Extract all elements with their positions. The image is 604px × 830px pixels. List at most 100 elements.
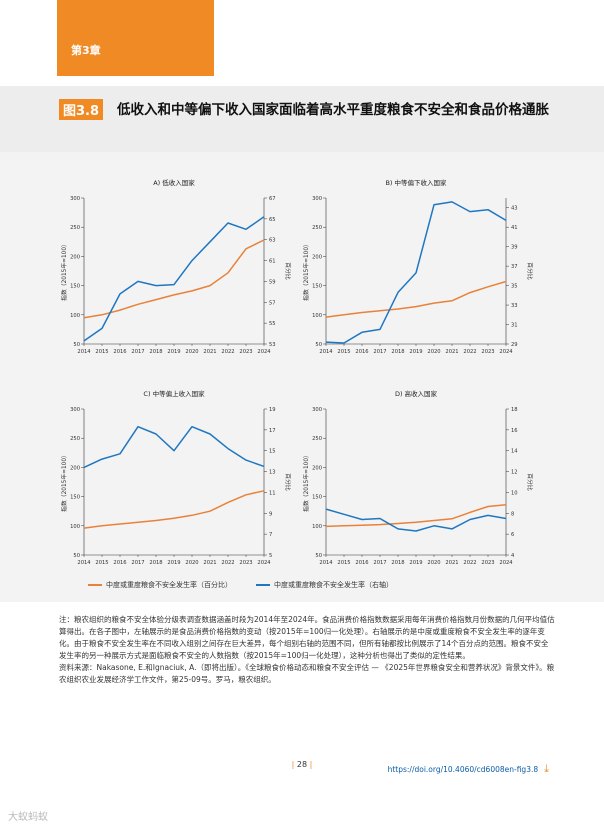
x-tick-label: 2021 xyxy=(445,349,458,355)
doi-text[interactable]: https://doi.org/10.4060/cd6008en-fig3.8 xyxy=(387,764,539,774)
y-tick-label-right: 53 xyxy=(269,342,276,348)
legend-item-orange: 中度或重度粮食不安全发生率（百分比） xyxy=(88,580,232,590)
x-tick-label: 2014 xyxy=(77,349,91,355)
x-tick-label: 2014 xyxy=(319,349,333,355)
y-tick-label-right: 11 xyxy=(269,490,276,496)
y-tick-label-left: 150 xyxy=(312,284,322,290)
y-tick-label-left: 300 xyxy=(70,407,80,413)
x-tick-label: 2021 xyxy=(203,349,216,355)
page-number: | 28 | xyxy=(291,760,313,769)
x-tick-label: 2019 xyxy=(167,560,180,566)
y-tick-label-left: 200 xyxy=(312,254,322,260)
x-tick-label: 2018 xyxy=(149,560,162,566)
y-tick-label-right: 19 xyxy=(269,407,276,413)
chart-panel-background xyxy=(0,152,604,602)
y-tick-label-right: 17 xyxy=(269,428,276,434)
download-icon[interactable]: ⤓ xyxy=(544,762,549,775)
x-tick-label: 2022 xyxy=(463,560,476,566)
y-tick-label-right: 35 xyxy=(511,284,518,290)
food-price-index-line xyxy=(325,280,507,318)
y-tick-label-left: 50 xyxy=(315,553,322,559)
x-tick-label: 2020 xyxy=(185,560,198,566)
food-insecurity-line xyxy=(83,425,265,469)
x-tick-label: 2019 xyxy=(409,349,422,355)
chart-lower-middle-income: B) 中等偏下收入国家 50 100 150 200 250 300 29 31 33 35 37 39… xyxy=(302,178,534,355)
y-tick-label-left: 250 xyxy=(70,225,80,231)
y-axis-label-right: 百分比 xyxy=(526,262,534,280)
chart-low-income: A) 低收入国家 50 100 150 200 250 300 53 55 57 59 61 63 65 6… xyxy=(60,178,292,355)
y-tick-label-left: 100 xyxy=(312,524,322,530)
y-tick-label-right: 8 xyxy=(511,511,514,517)
x-tick-label: 2018 xyxy=(149,349,162,355)
y-tick-label-right: 10 xyxy=(511,490,518,496)
y-tick-label-right: 13 xyxy=(269,470,276,476)
x-tick-label: 2017 xyxy=(373,560,386,566)
y-tick-label-right: 16 xyxy=(511,428,518,434)
figure-notes: 注：粮农组织的粮食不安全体验分级表调查数据涵盖时段为2014年至2024年。食品… xyxy=(59,614,555,686)
x-tick-label: 2016 xyxy=(355,349,368,355)
figure-title: 低收入和中等偏下收入国家面临着高水平重度粮食不安全和食品价格通胀 xyxy=(117,102,549,118)
legend-item-blue: 中度或重度粮食不安全发生率（右轴） xyxy=(256,580,393,590)
watermark-logo: 大蚁蚂蚁 xyxy=(8,808,48,823)
y-tick-label-left: 50 xyxy=(73,342,80,348)
source-text: 资料来源：Nakasone, E.和Ignaciuk, A.（即将出版）。《全球… xyxy=(59,663,555,684)
y-tick-label-right: 29 xyxy=(511,342,518,348)
x-tick-label: 2016 xyxy=(113,560,126,566)
y-tick-label-left: 100 xyxy=(312,313,322,319)
y-tick-label-right: 12 xyxy=(511,470,518,476)
y-tick-label-left: 300 xyxy=(70,196,80,202)
y-tick-label-left: 250 xyxy=(312,436,322,442)
x-tick-label: 2015 xyxy=(95,560,108,566)
x-tick-label: 2017 xyxy=(373,349,386,355)
food-price-index-line xyxy=(83,490,265,529)
y-tick-label-right: 57 xyxy=(269,300,276,306)
x-tick-label: 2021 xyxy=(203,560,216,566)
y-tick-label-right: 7 xyxy=(269,532,272,538)
x-tick-label: 2020 xyxy=(427,560,440,566)
chart-high-income: D) 高收入国家 50 100 150 200 250 300 4 6 8 10 12 14 16 18 20… xyxy=(302,389,534,566)
y-axis-label-right: 百分比 xyxy=(284,262,292,280)
y-tick-label-left: 100 xyxy=(70,524,80,530)
y-tick-label-left: 300 xyxy=(312,196,322,202)
y-tick-label-right: 39 xyxy=(511,245,518,251)
x-tick-label: 2024 xyxy=(257,349,271,355)
y-axis-label-left: 指数（2015年=100） xyxy=(60,452,68,512)
x-tick-label: 2017 xyxy=(131,349,144,355)
x-tick-label: 2019 xyxy=(409,560,422,566)
y-tick-label-left: 200 xyxy=(70,465,80,471)
chapter-label: 第3章 xyxy=(71,44,101,57)
x-tick-label: 2023 xyxy=(239,349,252,355)
food-insecurity-line xyxy=(83,216,265,342)
y-tick-label-right: 59 xyxy=(269,279,276,285)
x-tick-label: 2024 xyxy=(499,560,513,566)
x-tick-label: 2022 xyxy=(463,349,476,355)
y-tick-label-right: 9 xyxy=(269,511,272,517)
legend-swatch-orange xyxy=(88,584,102,586)
chart-legend: 中度或重度粮食不安全发生率（百分比） 中度或重度粮食不安全发生率（右轴） xyxy=(88,580,393,590)
y-tick-label-left: 150 xyxy=(70,495,80,501)
y-tick-label-right: 61 xyxy=(269,259,276,265)
x-tick-label: 2015 xyxy=(95,349,108,355)
food-insecurity-line xyxy=(325,508,507,532)
y-tick-label-left: 50 xyxy=(73,553,80,559)
legend-label-orange: 中度或重度粮食不安全发生率（百分比） xyxy=(106,581,232,589)
x-tick-label: 2024 xyxy=(499,349,513,355)
chart-title: C) 中等偏上收入国家 xyxy=(143,389,205,398)
chart-title: D) 高收入国家 xyxy=(395,389,438,398)
x-tick-label: 2016 xyxy=(113,349,126,355)
y-tick-label-right: 37 xyxy=(511,264,518,270)
y-tick-label-left: 100 xyxy=(70,313,80,319)
x-tick-label: 2022 xyxy=(221,349,234,355)
y-axis-label-left: 指数（2015年=100） xyxy=(302,241,310,301)
chart-title: A) 低收入国家 xyxy=(153,178,195,187)
y-tick-label-right: 4 xyxy=(511,553,515,559)
x-tick-label: 2023 xyxy=(239,560,252,566)
chapter-tab: 第3章 xyxy=(57,0,214,76)
x-tick-label: 2021 xyxy=(445,560,458,566)
x-tick-label: 2017 xyxy=(131,560,144,566)
y-tick-label-right: 67 xyxy=(269,196,276,202)
x-tick-label: 2019 xyxy=(167,349,180,355)
y-axis-label-right: 百分比 xyxy=(284,473,292,491)
food-insecurity-line xyxy=(325,201,507,344)
doi-link[interactable]: https://doi.org/10.4060/cd6008en-fig3.8 … xyxy=(388,762,549,776)
